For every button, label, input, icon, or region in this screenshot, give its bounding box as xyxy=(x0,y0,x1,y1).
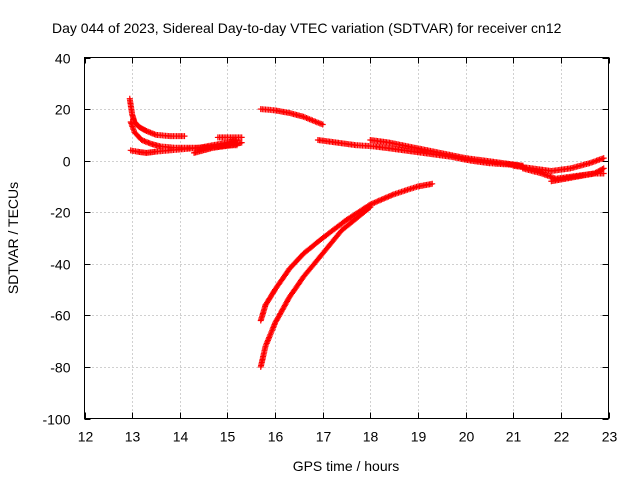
x-tick-label: 15 xyxy=(220,429,236,445)
series-arc-21-23-a xyxy=(510,155,607,174)
series-markers xyxy=(548,170,607,185)
x-tick-label: 22 xyxy=(554,429,570,445)
plot-frame xyxy=(84,57,609,419)
series-arc-15 xyxy=(214,134,245,141)
series-arc-16-17 xyxy=(257,106,326,128)
y-tick-label: -20 xyxy=(50,205,70,221)
series-arc-16-18-lower xyxy=(257,204,374,370)
y-tick-label: 0 xyxy=(63,154,71,170)
grid-layer xyxy=(84,57,609,419)
series-markers xyxy=(367,137,526,169)
y-tick-label: -80 xyxy=(50,360,70,376)
series-markers xyxy=(191,139,245,156)
series-markers xyxy=(257,106,326,128)
series-markers xyxy=(126,95,188,140)
series-arc-14-5 xyxy=(191,139,245,156)
series-arc-13-upper xyxy=(126,95,188,140)
series-markers xyxy=(257,180,436,324)
y-tick-label: 20 xyxy=(55,102,71,118)
chart-title: Day 044 of 2023, Sidereal Day-to-day VTE… xyxy=(52,20,562,36)
series-arc-17-21 xyxy=(314,137,526,169)
series-layer xyxy=(126,95,607,370)
x-tick-label: 12 xyxy=(78,429,94,445)
x-tick-label: 13 xyxy=(125,429,141,445)
series-arc-22-23-c xyxy=(548,170,607,185)
series-markers xyxy=(510,155,607,174)
series-arc-18-21 xyxy=(367,137,526,169)
x-tick-label: 21 xyxy=(506,429,522,445)
x-tick-label: 23 xyxy=(602,429,618,445)
x-tick-label: 17 xyxy=(316,429,332,445)
x-axis-label: GPS time / hours xyxy=(293,458,400,474)
x-tick-label: 14 xyxy=(173,429,189,445)
tick-layer: 12 13 14 15 16 17 18 19 20 21 22 23 -100 -80 -60 -40 -20… xyxy=(42,51,617,445)
series-markers xyxy=(314,137,526,169)
x-tick-label: 16 xyxy=(268,429,284,445)
series-markers xyxy=(214,134,245,141)
series-arc-16-19-upper xyxy=(257,180,436,324)
y-tick-label: -60 xyxy=(50,308,70,324)
x-tick-label: 20 xyxy=(459,429,475,445)
x-tick-label: 18 xyxy=(363,429,379,445)
y-axis-label: SDTVAR / TECUs xyxy=(5,182,21,294)
series-markers xyxy=(257,204,374,370)
y-tick-label: -40 xyxy=(50,257,70,273)
y-tick-label: 40 xyxy=(55,51,71,67)
y-tick-label: -100 xyxy=(42,412,70,428)
x-tick-label: 19 xyxy=(411,429,427,445)
